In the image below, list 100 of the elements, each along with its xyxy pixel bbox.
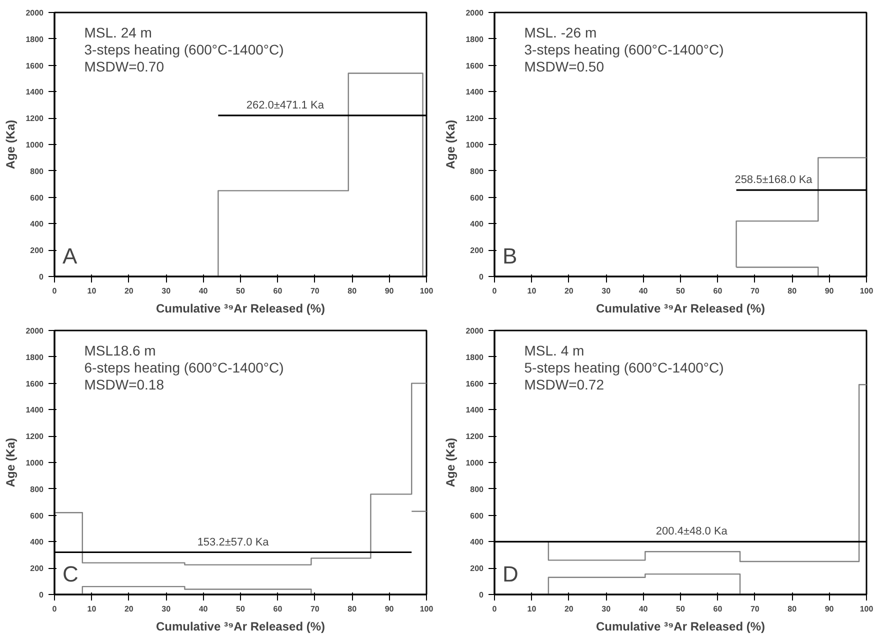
y-tick-label: 0 xyxy=(39,590,44,600)
x-tick-label: 70 xyxy=(310,604,320,614)
x-tick-label: 50 xyxy=(236,604,246,614)
y-axis-title: Age (Ka) xyxy=(4,120,18,170)
x-tick-label: 30 xyxy=(602,286,612,296)
y-tick-label: 600 xyxy=(470,193,484,202)
y-tick-label: 200 xyxy=(30,564,44,574)
y-tick-label: 2000 xyxy=(26,8,44,18)
y-tick-label: 200 xyxy=(470,564,484,574)
text: MSL. -26 m xyxy=(524,24,597,40)
x-tick-label: 70 xyxy=(310,286,320,296)
x-tick-label: 60 xyxy=(713,604,723,614)
y-tick-label: 600 xyxy=(30,193,44,202)
x-tick-label: 0 xyxy=(52,286,58,296)
annotation: B xyxy=(502,244,518,268)
x-tick-label: 90 xyxy=(384,286,394,296)
y-tick-label: 1000 xyxy=(26,458,44,468)
y-tick-label: 1000 xyxy=(26,140,44,150)
y-tick-label: 600 xyxy=(30,511,44,520)
y-tick-label: 800 xyxy=(470,484,484,494)
y-tick-label: 1800 xyxy=(466,34,484,44)
annotation: MSDW=0.50 xyxy=(524,58,604,74)
text: MSL. 4 m xyxy=(524,342,584,358)
x-tick-label: 20 xyxy=(564,286,574,296)
x-axis-title: Cumulative ³⁹Ar Released (%) xyxy=(156,620,326,634)
y-tick-label: 1600 xyxy=(26,379,44,388)
y-tick-label: 0 xyxy=(479,272,484,282)
x-tick-label: 10 xyxy=(527,286,537,296)
y-tick-label: 1200 xyxy=(466,114,484,124)
y-tick-label: 1400 xyxy=(466,88,484,97)
text: 3-steps heating (600°C-1400°C) xyxy=(84,42,284,58)
x-tick-label: 90 xyxy=(824,604,834,614)
y-tick-label: 800 xyxy=(470,166,484,176)
y-tick-label: 400 xyxy=(30,538,44,547)
y-tick-label: 200 xyxy=(470,246,484,256)
x-tick-label: 20 xyxy=(564,604,574,614)
x-tick-label: 90 xyxy=(824,286,834,296)
x-tick-label: 80 xyxy=(788,604,798,614)
x-tick-label: 30 xyxy=(602,604,612,614)
y-tick-label: 1000 xyxy=(466,458,484,468)
x-axis-title: Cumulative ³⁹Ar Released (%) xyxy=(596,620,766,634)
y-tick-label: 1600 xyxy=(26,61,44,70)
y-tick-label: 1400 xyxy=(466,406,484,415)
x-tick-label: 70 xyxy=(750,604,760,614)
x-tick-label: 100 xyxy=(860,604,874,614)
x-tick-label: 0 xyxy=(492,604,498,614)
y-tick-label: 2000 xyxy=(466,8,484,18)
y-tick-label: 0 xyxy=(39,272,44,282)
y-tick-label: 1800 xyxy=(466,352,484,362)
x-tick-label: 50 xyxy=(236,286,246,296)
y-tick-label: 1600 xyxy=(466,61,484,70)
y-axis-title: Age (Ka) xyxy=(444,120,458,170)
y-tick-label: 400 xyxy=(30,220,44,229)
y-axis-title: Age (Ka) xyxy=(4,438,18,488)
y-tick-label: 1200 xyxy=(466,432,484,442)
x-axis-title: Cumulative ³⁹Ar Released (%) xyxy=(596,302,766,316)
text: 3-steps heating (600°C-1400°C) xyxy=(524,42,724,58)
y-tick-label: 2000 xyxy=(466,326,484,336)
x-tick-label: 10 xyxy=(527,604,537,614)
x-tick-label: 80 xyxy=(348,604,358,614)
x-tick-label: 50 xyxy=(676,286,686,296)
y-tick-label: 1200 xyxy=(26,432,44,442)
y-tick-label: 1600 xyxy=(466,379,484,388)
x-tick-label: 40 xyxy=(638,286,648,296)
y-tick-label: 800 xyxy=(30,166,44,176)
y-tick-label: 1800 xyxy=(26,34,44,44)
x-axis-title: Cumulative ³⁹Ar Released (%) xyxy=(156,302,326,316)
x-tick-label: 50 xyxy=(676,604,686,614)
x-tick-label: 40 xyxy=(638,604,648,614)
x-tick-label: 0 xyxy=(492,286,498,296)
x-tick-label: 80 xyxy=(348,286,358,296)
text: 5-steps heating (600°C-1400°C) xyxy=(524,360,724,376)
annotation: 258.5±168.0 Ka xyxy=(734,174,814,186)
y-tick-label: 400 xyxy=(470,220,484,229)
y-tick-label: 400 xyxy=(470,538,484,547)
x-tick-label: 40 xyxy=(198,604,208,614)
y-tick-label: 200 xyxy=(30,246,44,256)
y-tick-label: 1400 xyxy=(26,88,44,97)
x-tick-label: 80 xyxy=(788,286,798,296)
annotation: 200.4±48.0 Ka xyxy=(656,526,728,538)
y-tick-label: 1400 xyxy=(26,406,44,415)
annotation: A xyxy=(62,244,78,268)
text: MSL18.6 m xyxy=(84,342,156,358)
text: 6-steps heating (600°C-1400°C) xyxy=(84,360,284,376)
x-tick-label: 60 xyxy=(713,286,723,296)
y-tick-label: 1800 xyxy=(26,352,44,362)
x-tick-label: 10 xyxy=(87,604,97,614)
y-tick-label: 0 xyxy=(479,590,484,600)
annotation: D xyxy=(502,562,518,586)
x-tick-label: 60 xyxy=(273,604,283,614)
x-tick-label: 90 xyxy=(384,604,394,614)
x-tick-label: 20 xyxy=(124,286,134,296)
annotation: 153.2±57.0 Ka xyxy=(197,536,270,548)
x-tick-label: 70 xyxy=(750,286,760,296)
y-tick-label: 2000 xyxy=(26,326,44,336)
y-axis-title: Age (Ka) xyxy=(444,438,458,488)
annotation: 262.0±471.1 Ka xyxy=(246,99,325,112)
x-tick-label: 20 xyxy=(124,604,134,614)
x-tick-label: 10 xyxy=(87,286,97,296)
y-tick-label: 1000 xyxy=(466,140,484,150)
